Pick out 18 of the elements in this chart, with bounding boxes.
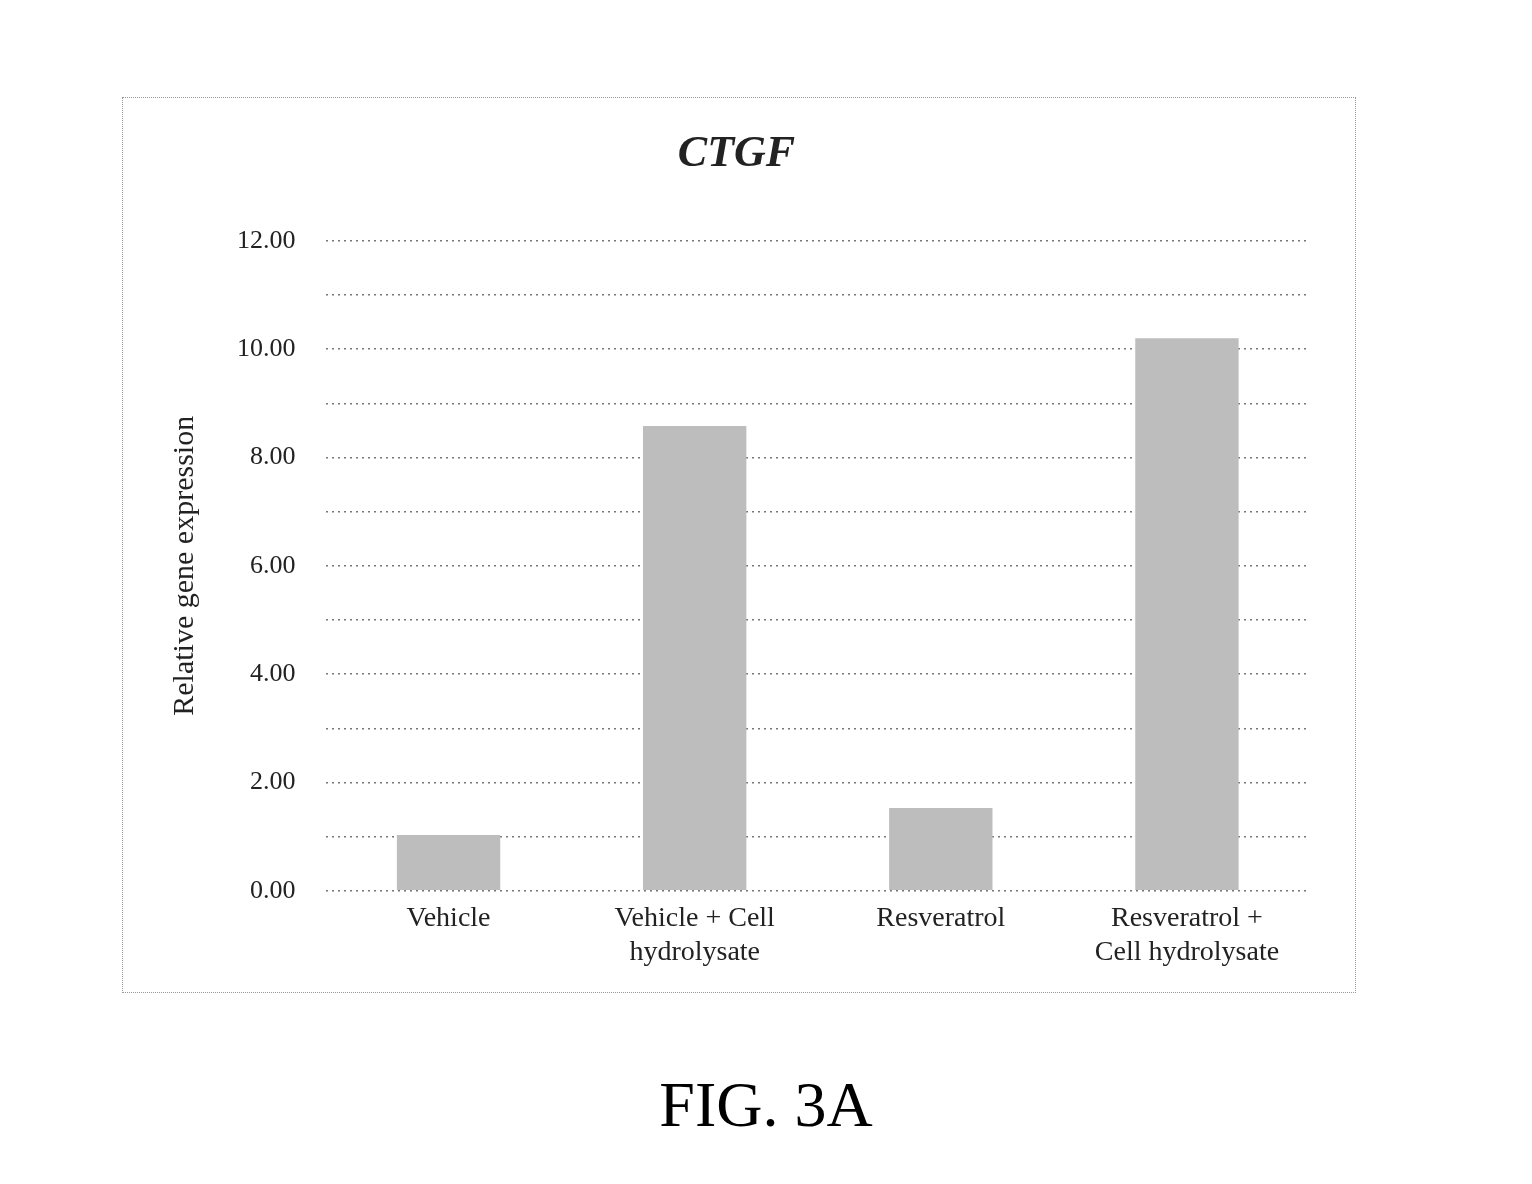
y-tick-label: 8.00 xyxy=(250,441,296,471)
y-tick-label: 6.00 xyxy=(250,549,296,579)
x-tick-label: Vehicle + Cell hydrolysate xyxy=(614,900,776,966)
y-tick-label: 0.00 xyxy=(250,874,296,904)
y-tick-label: 12.00 xyxy=(237,224,296,254)
caption: FIG. 3A xyxy=(658,1068,874,1142)
bar xyxy=(1135,338,1239,891)
bar xyxy=(643,426,747,891)
y-axis-title: Relative gene expression xyxy=(165,415,199,716)
x-tick-label: Resveratrol xyxy=(876,900,1006,932)
x-tick-label: Resveratrol + Cell hydrolysate xyxy=(1094,900,1280,966)
y-tick-label: 10.00 xyxy=(237,332,296,362)
bar xyxy=(889,807,993,891)
bar xyxy=(396,835,501,891)
y-tick-label: 2.00 xyxy=(250,766,296,796)
x-tick-label: Vehicle xyxy=(406,900,491,932)
y-tick-label: 4.00 xyxy=(250,657,296,687)
chart-title: CTGF xyxy=(677,126,796,176)
